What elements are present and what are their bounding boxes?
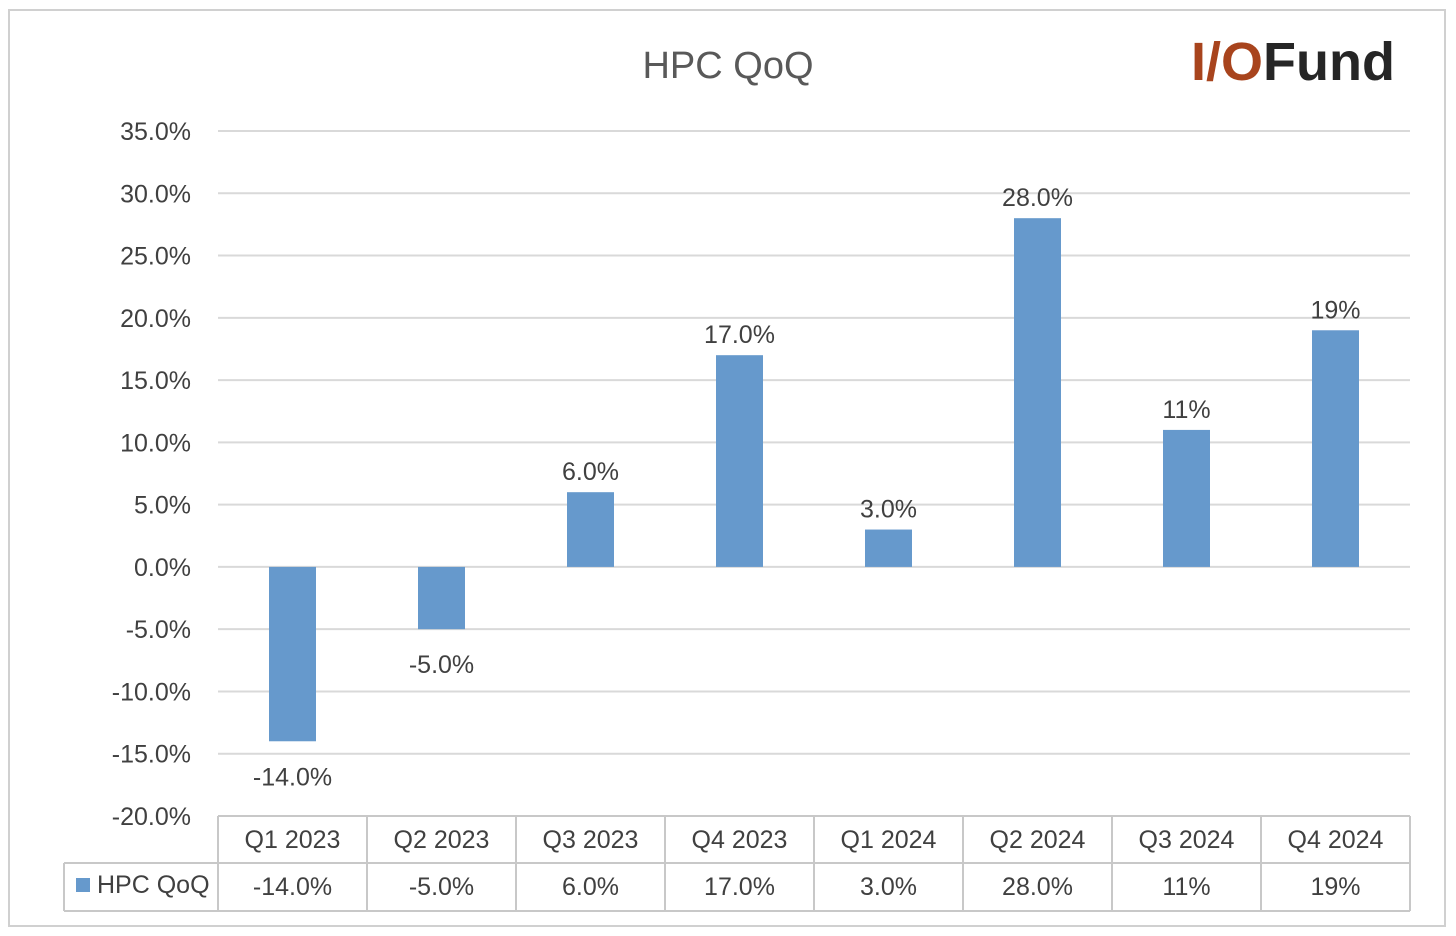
y-tick-label: 5.0% — [134, 492, 191, 520]
data-label: 17.0% — [704, 321, 775, 349]
table-value: 6.0% — [562, 873, 619, 901]
y-tick-label: -5.0% — [126, 616, 191, 644]
x-tick-label: Q4 2023 — [692, 826, 788, 854]
logo-fund: Fund — [1263, 32, 1395, 92]
logo-text: I/OFund — [1191, 32, 1395, 92]
x-tick-label: Q2 2024 — [990, 826, 1086, 854]
table-value: 17.0% — [704, 873, 775, 901]
y-tick-label: -10.0% — [112, 678, 191, 706]
y-tick-label: 30.0% — [120, 180, 191, 208]
table-value: -5.0% — [409, 873, 474, 901]
y-tick-label: 0.0% — [134, 554, 191, 582]
data-label: 28.0% — [1002, 184, 1073, 212]
gridlines — [218, 130, 1410, 755]
legend-series-name: HPC QoQ — [97, 871, 210, 899]
x-tick-label: Q3 2024 — [1139, 826, 1235, 854]
bar — [1014, 218, 1061, 567]
table-value: 28.0% — [1002, 873, 1073, 901]
data-label: -5.0% — [409, 651, 474, 679]
y-tick-label: 15.0% — [120, 367, 191, 395]
bar — [269, 566, 316, 742]
bar — [567, 492, 614, 567]
bar — [418, 566, 465, 630]
data-label: 3.0% — [860, 496, 917, 524]
bar — [865, 529, 912, 567]
table-value: -14.0% — [253, 873, 332, 901]
y-tick-label: 35.0% — [120, 118, 191, 146]
x-tick-label: Q3 2023 — [543, 826, 639, 854]
data-labels: -14.0% -5.0% 6.0% 17.0% 3.0% 28.0% 11% 19% — [253, 184, 1361, 791]
bar — [1163, 429, 1210, 567]
data-table: Q1 2023 -14.0% Q2 2023 -5.0% Q3 2023 6.0% Q4 2… — [63, 815, 1411, 912]
y-tick-label: 20.0% — [120, 305, 191, 333]
data-label: -14.0% — [253, 763, 332, 791]
bar — [716, 355, 763, 567]
data-label: 6.0% — [562, 458, 619, 486]
x-tick-label: Q1 2023 — [245, 826, 341, 854]
x-tick-label: Q2 2023 — [394, 826, 490, 854]
y-tick-label: 10.0% — [120, 429, 191, 457]
data-label: 11% — [1162, 396, 1210, 424]
bars — [269, 218, 1359, 742]
y-tick-label: -15.0% — [112, 741, 191, 769]
table-value: 11% — [1162, 873, 1210, 901]
table-value: 19% — [1310, 873, 1360, 901]
chart-title: HPC QoQ — [642, 45, 813, 87]
y-tick-label: -20.0% — [112, 803, 191, 831]
legend-swatch — [76, 878, 90, 892]
data-label: 19% — [1310, 296, 1360, 324]
logo-io: I/O — [1191, 32, 1263, 92]
y-tick-label: 25.0% — [120, 243, 191, 271]
table-value: 3.0% — [860, 873, 917, 901]
brand-logo: I/OFund — [1191, 32, 1395, 92]
x-tick-label: Q4 2024 — [1288, 826, 1384, 854]
y-axis-ticks: 35.0% 30.0% 25.0% 20.0% 15.0% 10.0% 5.0% 0.0% -5… — [112, 118, 191, 831]
bar — [1312, 330, 1359, 567]
x-tick-label: Q1 2024 — [841, 826, 937, 854]
